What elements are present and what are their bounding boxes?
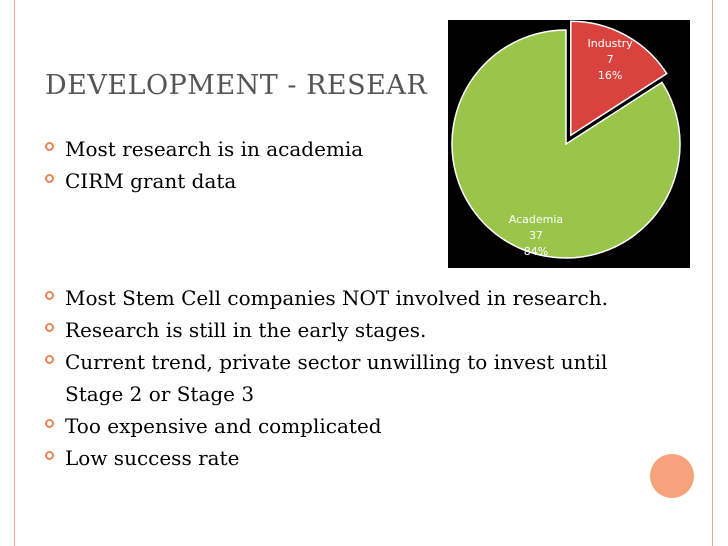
bullet-item: Low success rate	[45, 442, 655, 474]
pie-slice-academia	[451, 29, 681, 259]
decorative-circle	[650, 454, 694, 498]
left-border-line	[14, 0, 15, 546]
bullet-text: Most Stem Cell companies NOT involved in…	[65, 286, 608, 310]
bullet-circle-icon	[45, 291, 54, 300]
pie-label-percent-academia: 84%	[524, 245, 548, 258]
pie-chart: Industry 7 16% Academia 37 84%	[448, 20, 690, 268]
pie-label-value-academia: 37	[529, 229, 543, 242]
bullet-text: Research is still in the early stages.	[65, 318, 427, 342]
bullet-circle-icon	[45, 142, 54, 151]
slide-title: DEVELOPMENT - RESEAR	[45, 70, 428, 101]
bullet-circle-icon	[45, 419, 54, 428]
right-border-line	[712, 0, 713, 546]
bullet-circle-icon	[45, 174, 54, 183]
bullet-item: CIRM grant data	[45, 165, 655, 197]
bullet-item: Research is still in the early stages.	[45, 314, 655, 346]
bullet-text: Too expensive and complicated	[65, 414, 382, 438]
bullet-list-bottom: Most Stem Cell companies NOT involved in…	[45, 282, 655, 474]
pie-label-value-industry: 7	[607, 53, 614, 66]
bullet-item: Current trend, private sector unwilling …	[45, 346, 655, 410]
pie-slice-industry	[570, 20, 668, 137]
bullet-item: Most research is in academia	[45, 133, 655, 165]
bullet-circle-icon	[45, 323, 54, 332]
bullet-item: Most Stem Cell companies NOT involved in…	[45, 282, 655, 314]
bullet-text: CIRM grant data	[65, 169, 237, 193]
bullet-circle-icon	[45, 451, 54, 460]
bullet-text: Most research is in academia	[65, 137, 364, 161]
bullet-item: Too expensive and complicated	[45, 410, 655, 442]
bullet-list-top: Most research is in academia CIRM grant …	[45, 133, 655, 197]
pie-label-name-industry: Industry	[588, 37, 634, 50]
bullet-text: Low success rate	[65, 446, 240, 470]
pie-label-name-academia: Academia	[509, 213, 563, 226]
bullet-text: Current trend, private sector unwilling …	[65, 350, 608, 406]
pie-label-percent-industry: 16%	[598, 69, 622, 82]
pie-chart-svg: Industry 7 16% Academia 37 84%	[451, 20, 681, 259]
bullet-circle-icon	[45, 355, 54, 364]
